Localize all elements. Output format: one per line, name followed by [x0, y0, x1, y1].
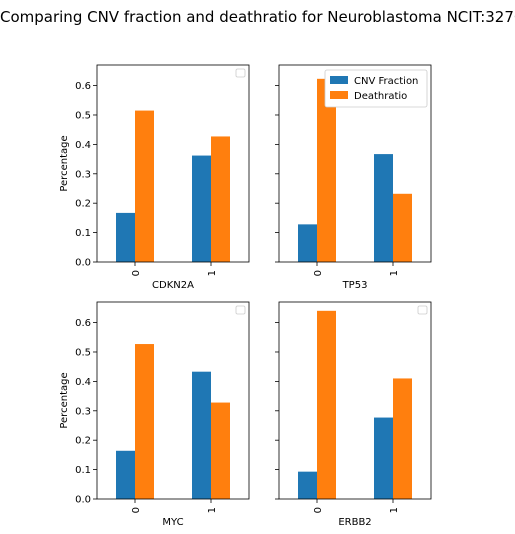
y-axis-label: Percentage	[59, 135, 70, 191]
x-tick-label: 1	[207, 507, 218, 513]
axes-frame	[278, 301, 432, 500]
x-tick-label: 0	[313, 507, 324, 513]
y-tick-label: 0.0	[75, 258, 91, 269]
y-tick-label: 0.6	[75, 318, 91, 329]
x-axis-label: TP53	[342, 280, 368, 291]
bar-tp53-cnv-fraction-1	[374, 154, 393, 262]
bar-cdkn2a-cnv-fraction-0	[116, 212, 135, 262]
x-axis-label: CDKN2A	[152, 280, 194, 291]
empty-legend-box	[235, 68, 246, 78]
figure-title: Comparing CNV fraction and deathratio fo…	[0, 8, 515, 26]
bar-myc-deathratio-0	[135, 344, 154, 499]
y-tick-label: 0.1	[75, 228, 91, 239]
legend-swatch	[330, 76, 348, 84]
bar-erbb2-deathratio-0	[317, 310, 336, 499]
empty-legend-box	[417, 305, 428, 315]
y-tick-label: 0.3	[75, 406, 91, 417]
y-tick-label: 0.0	[75, 495, 91, 506]
bar-erbb2-deathratio-1	[393, 378, 412, 499]
bar-erbb2-cnv-fraction-1	[374, 417, 393, 499]
legend-swatch	[330, 91, 348, 99]
x-axis-label: ERBB2	[338, 517, 371, 528]
bar-cdkn2a-deathratio-1	[211, 136, 230, 262]
x-tick-label: 1	[389, 270, 400, 276]
empty-legend-box	[235, 305, 246, 315]
bar-myc-cnv-fraction-1	[192, 371, 211, 499]
axes-frame	[96, 301, 250, 500]
bar-myc-deathratio-1	[211, 402, 230, 499]
y-tick-label: 0.2	[75, 199, 91, 210]
y-tick-label: 0.5	[75, 110, 91, 121]
axes-frame	[278, 64, 432, 263]
y-tick-label: 0.6	[75, 81, 91, 92]
bar-myc-cnv-fraction-0	[116, 450, 135, 499]
bar-tp53-cnv-fraction-0	[298, 224, 317, 262]
bar-erbb2-cnv-fraction-0	[298, 471, 317, 499]
x-tick-label: 0	[313, 270, 324, 276]
y-tick-label: 0.4	[75, 377, 91, 388]
x-axis-label: MYC	[162, 517, 183, 528]
x-tick-label: 1	[207, 270, 218, 276]
y-axis-label: Percentage	[59, 372, 70, 428]
bar-cdkn2a-deathratio-0	[135, 110, 154, 263]
legend-label: Deathratio	[354, 91, 407, 102]
x-tick-label: 0	[131, 270, 142, 276]
y-tick-label: 0.2	[75, 436, 91, 447]
bar-tp53-deathratio-0	[317, 78, 336, 263]
y-tick-label: 0.3	[75, 169, 91, 180]
axes-frame	[96, 64, 250, 263]
y-tick-label: 0.1	[75, 465, 91, 476]
bar-tp53-deathratio-1	[393, 193, 412, 262]
y-tick-label: 0.4	[75, 140, 91, 151]
legend-box	[324, 69, 428, 108]
x-tick-label: 0	[131, 507, 142, 513]
bar-cdkn2a-cnv-fraction-1	[192, 155, 211, 262]
y-tick-label: 0.5	[75, 347, 91, 358]
x-tick-label: 1	[389, 507, 400, 513]
legend-label: CNV Fraction	[354, 76, 418, 87]
